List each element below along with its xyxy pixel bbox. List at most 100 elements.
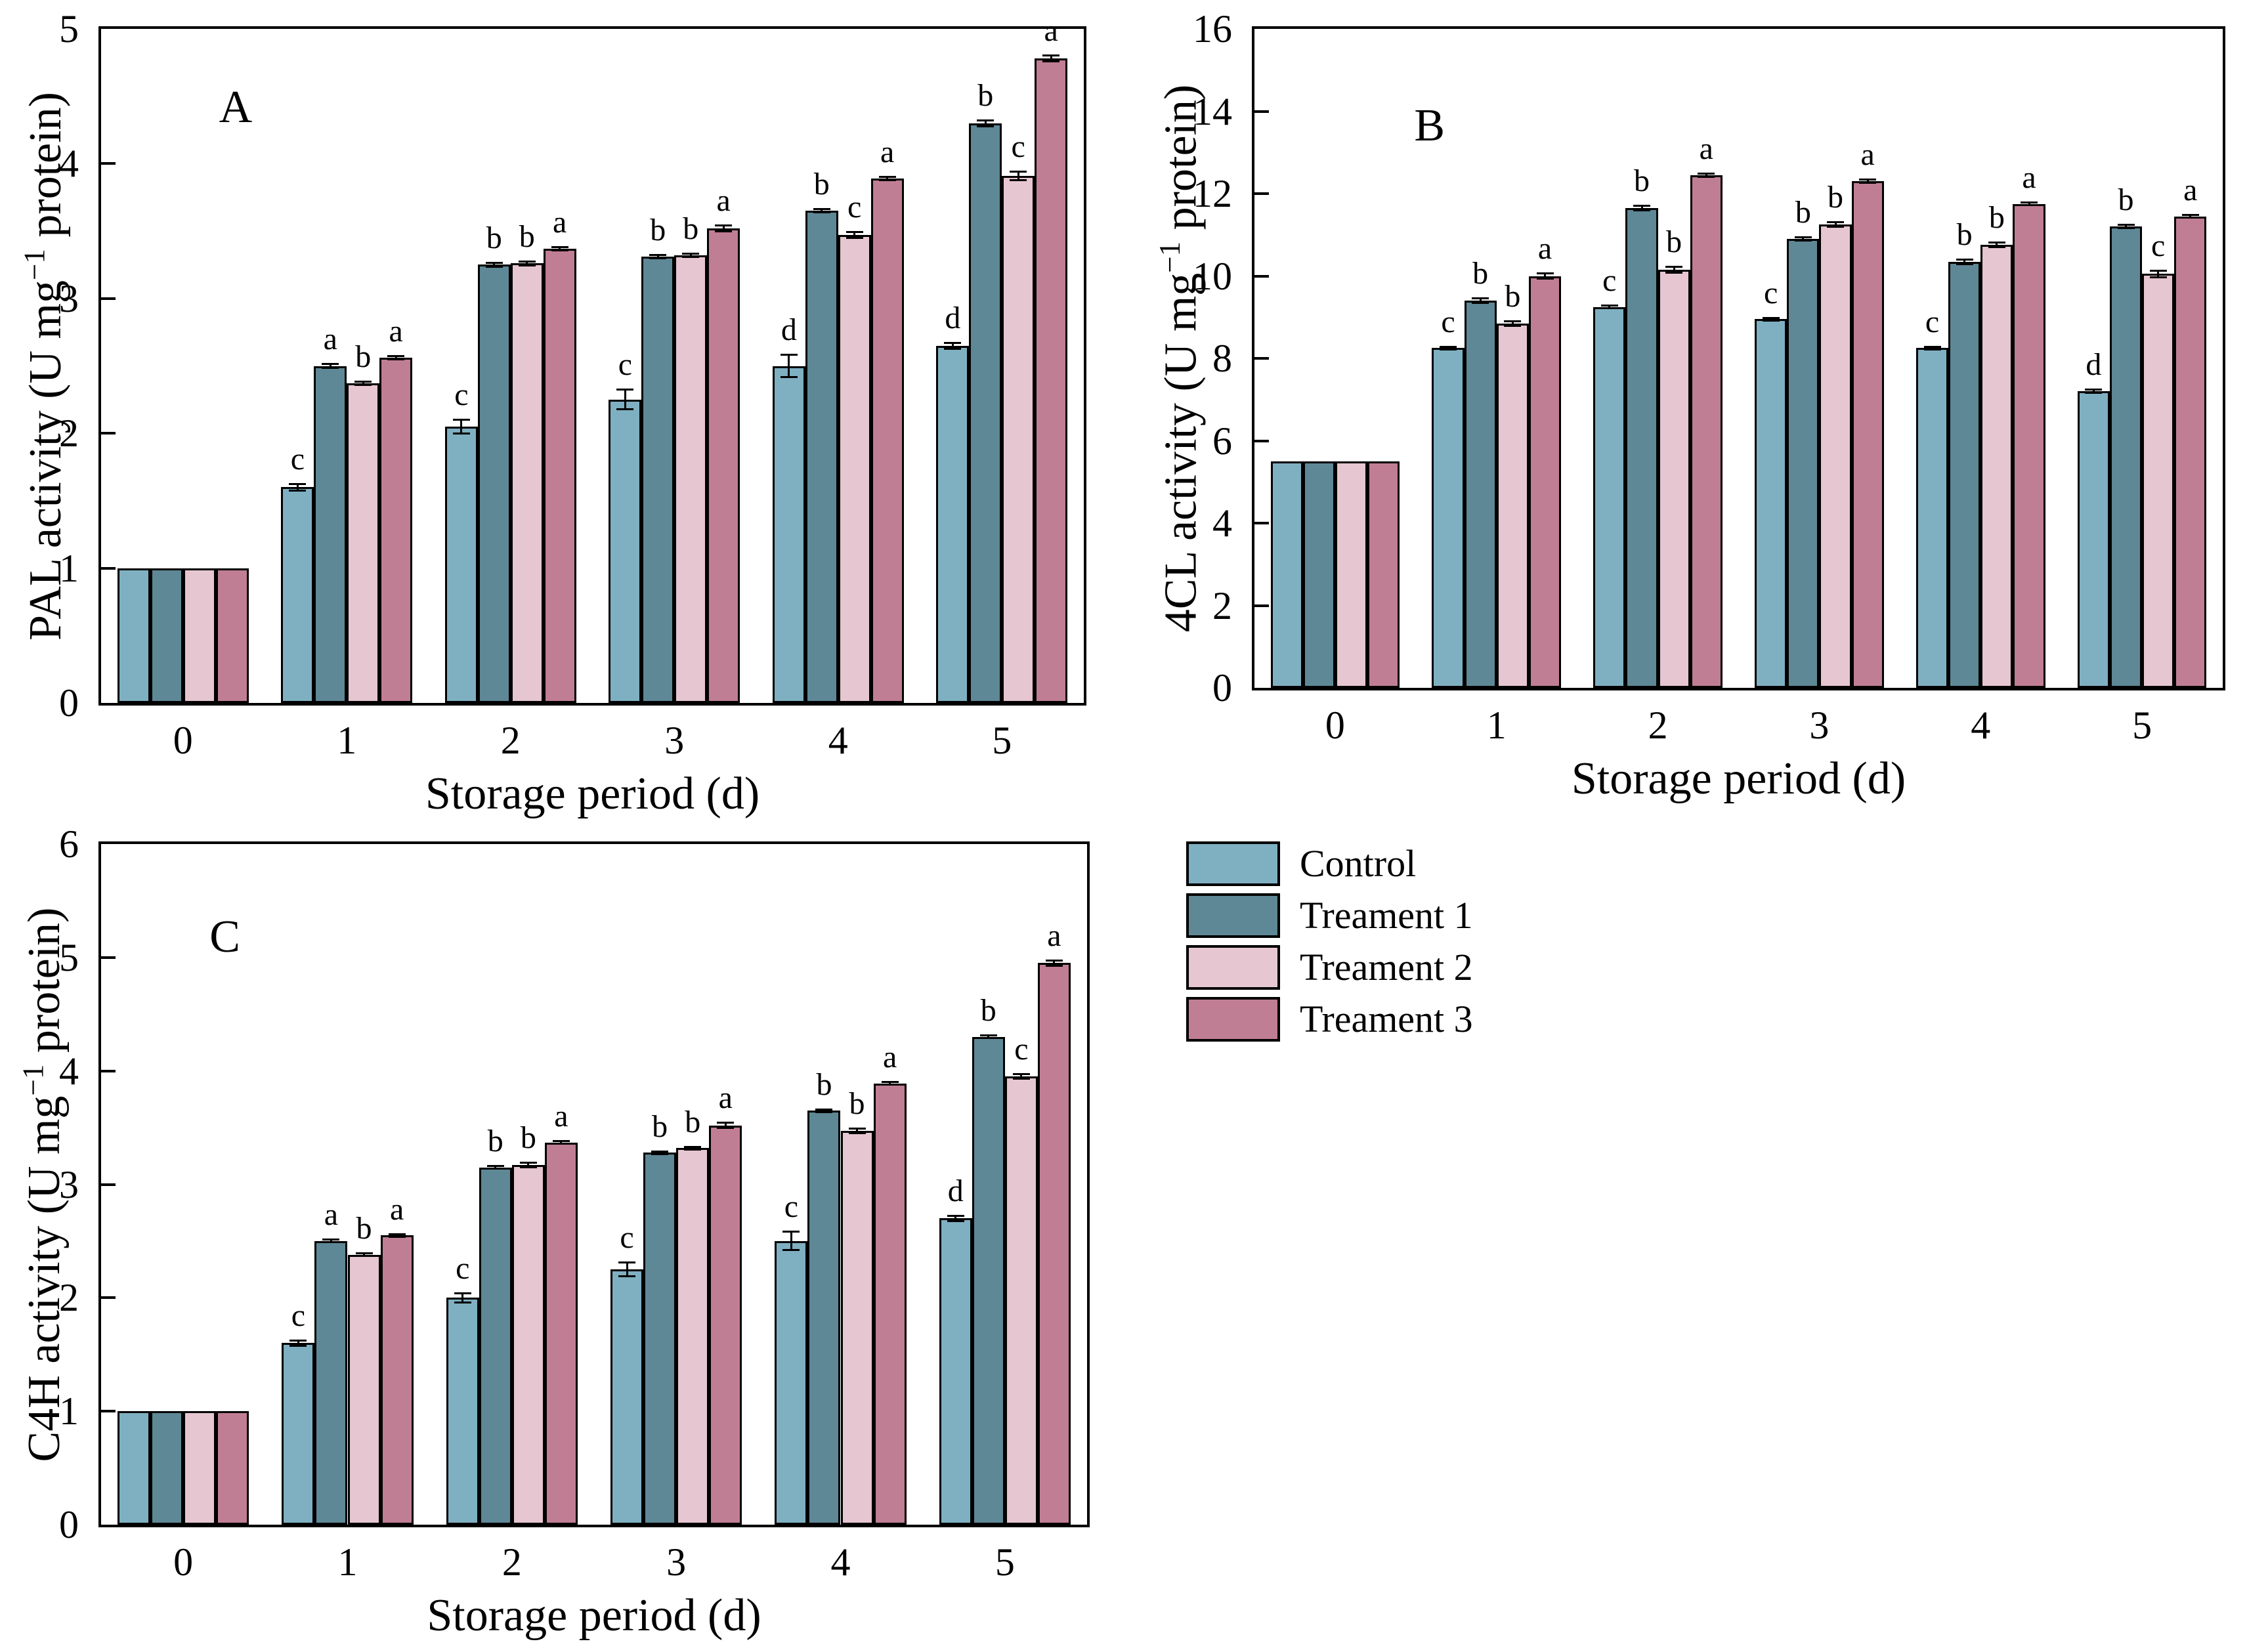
significance-letter: a <box>2183 172 2198 207</box>
error-bar <box>396 1233 398 1238</box>
x-tick-label: 0 <box>173 1540 194 1584</box>
error-bar-cap <box>354 381 372 383</box>
error-bar-cap <box>485 265 503 268</box>
significance-letter: b <box>652 1109 668 1144</box>
error-bar-cap <box>551 245 568 248</box>
x-tick-label: 3 <box>664 719 685 762</box>
bar-treament-3-day1 <box>379 358 413 703</box>
error-bar-cap <box>979 1037 997 1040</box>
error-bar <box>856 1128 859 1135</box>
error-bar-cap <box>780 354 798 356</box>
error-bar <box>951 341 954 350</box>
significance-letter: b <box>486 221 502 256</box>
y-tick-label: 2 <box>1212 583 1232 627</box>
error-bar-cap <box>618 1275 636 1278</box>
panel-a-label: A <box>219 82 253 133</box>
error-bar-cap <box>1665 265 1683 268</box>
bar-treament-3-day0 <box>216 1411 249 1525</box>
significance-letter: b <box>356 1211 372 1246</box>
legend-item-treament-2: Treament 2 <box>1186 945 1473 990</box>
significance-letter: b <box>1472 256 1489 291</box>
bar-control-day5 <box>936 345 970 703</box>
y-tick <box>1254 110 1269 113</box>
error-bar <box>1673 265 1675 274</box>
bar-treament-3-day2 <box>544 1142 578 1525</box>
y-tick-label: 0 <box>59 1503 79 1546</box>
error-bar-cap <box>878 175 896 178</box>
y-tick <box>101 1069 116 1072</box>
error-bar <box>689 252 692 259</box>
significance-letter: a <box>1860 137 1875 173</box>
error-bar-cap <box>616 408 634 411</box>
bar-treament-2-day2 <box>511 1165 545 1525</box>
error-bar <box>724 1122 727 1129</box>
error-bar-cap <box>322 1241 340 1244</box>
y-tick-label: 2 <box>59 1276 79 1320</box>
significance-letter: a <box>2022 159 2036 195</box>
x-tick-label: 2 <box>502 1540 522 1584</box>
error-bar-cap <box>881 1081 899 1084</box>
y-tick <box>1254 192 1269 195</box>
x-tick-label: 5 <box>2132 704 2152 747</box>
bar-treament-1-day0 <box>150 568 183 703</box>
significance-letter: b <box>816 1067 832 1102</box>
bar-treament-2-day1 <box>1496 323 1529 688</box>
error-bar <box>1640 204 1643 211</box>
error-bar <box>823 1108 825 1113</box>
error-bar-cap <box>1600 307 1618 310</box>
error-bar-cap <box>289 1340 307 1342</box>
significance-letter: b <box>1795 195 1811 230</box>
error-bar <box>1479 297 1482 305</box>
significance-letter: a <box>882 1040 897 1075</box>
x-tick-label: 1 <box>337 719 357 762</box>
error-bar-cap <box>1010 170 1027 173</box>
error-bar-cap <box>944 341 962 344</box>
legend-swatch-control <box>1186 841 1280 886</box>
error-bar-cap <box>1923 349 1941 351</box>
bar-control-day2 <box>446 1298 479 1525</box>
bar-treament-3-day4 <box>870 178 904 703</box>
x-tick-label: 3 <box>1809 704 1830 747</box>
error-bar-cap <box>322 1239 340 1241</box>
bar-treament-1-day2 <box>479 1167 512 1525</box>
error-bar-cap <box>1012 1073 1030 1076</box>
error-bar-cap <box>354 384 372 387</box>
error-bar-cap <box>452 433 470 435</box>
y-tick-label: 1 <box>59 546 79 590</box>
bar-treament-3-day3 <box>707 228 740 703</box>
error-bar-cap <box>848 1128 866 1130</box>
error-bar <box>691 1145 694 1151</box>
error-bar <box>1802 236 1805 242</box>
panel-c-label: C <box>209 911 240 962</box>
legend-item-treament-1: Treament 1 <box>1186 893 1473 938</box>
y-tick <box>1254 439 1269 442</box>
error-bar-cap <box>782 1231 800 1233</box>
error-bar-cap <box>388 1233 406 1235</box>
bar-treament-1-day2 <box>477 265 511 703</box>
error-bar-cap <box>649 257 667 260</box>
significance-letter: c <box>1602 263 1617 298</box>
significance-letter: b <box>519 219 535 255</box>
error-bar-cap <box>1859 181 1877 184</box>
error-bar-cap <box>1600 304 1618 307</box>
y-tick <box>101 297 116 300</box>
bar-treament-1-day1 <box>314 366 347 703</box>
error-bar <box>362 381 364 387</box>
bar-treament-1-day4 <box>807 1111 841 1525</box>
error-bar <box>2092 389 2095 394</box>
error-bar-cap <box>715 224 733 226</box>
error-bar-cap <box>1956 263 1973 265</box>
bar-treament-3-day4 <box>2013 203 2045 688</box>
significance-letter: b <box>355 339 372 375</box>
error-bar <box>395 355 397 361</box>
x-tick-label: 2 <box>1648 704 1668 747</box>
significance-letter: a <box>1699 131 1713 166</box>
bar-treament-1-day1 <box>314 1240 348 1525</box>
bar-control-day4 <box>775 1240 808 1525</box>
panel-a-y-axis-title: PAL activity (U mg−1 protein) <box>8 26 70 706</box>
error-bar-cap <box>322 366 339 369</box>
bar-treament-2-day3 <box>676 1148 710 1525</box>
significance-letter: d <box>781 312 797 347</box>
